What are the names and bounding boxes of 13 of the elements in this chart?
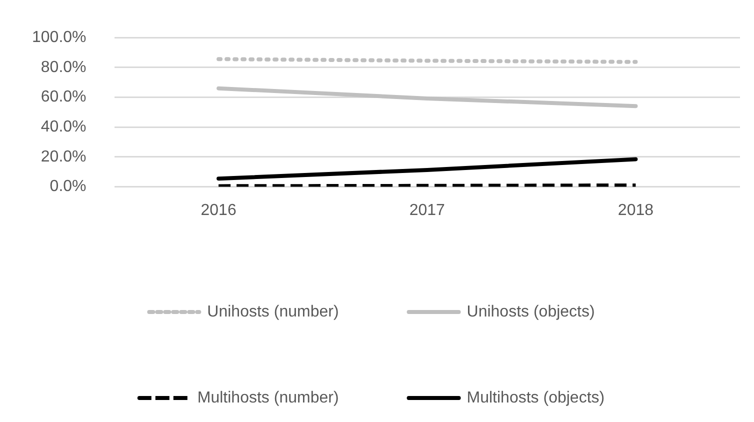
x-tick-label: 2018 [618,202,654,219]
legend-label: Unihosts (objects) [466,303,595,320]
y-tick-label: 0.0% [50,178,86,196]
y-tick-label: 40.0% [40,118,86,136]
y-tick-label: 100.0% [32,29,86,46]
y-tick-label: 60.0% [40,88,86,106]
x-tick-label: 2017 [409,202,446,219]
x-tick-label: 2016 [200,202,236,219]
legend-label: Unihosts (number) [207,303,339,320]
legend-label: Multihosts (objects) [466,389,605,406]
y-tick-label: 80.0% [40,58,86,76]
legend-label: Multihosts (number) [197,389,339,406]
y-tick-label: 20.0% [40,148,86,166]
